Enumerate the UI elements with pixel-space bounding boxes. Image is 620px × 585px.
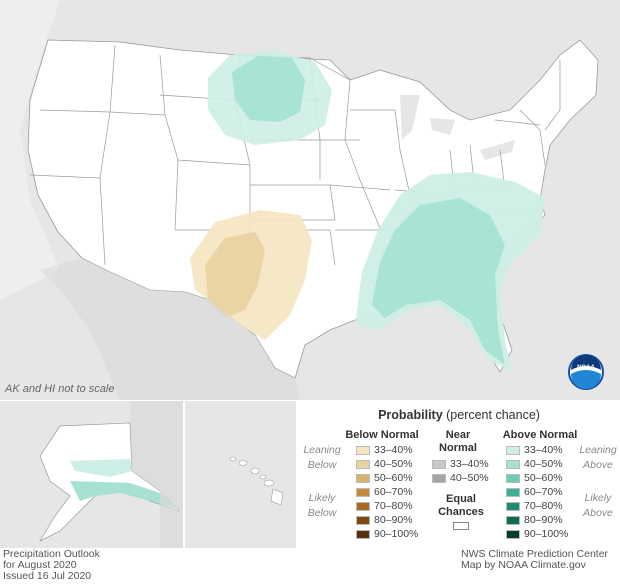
below-normal-header: Below Normal bbox=[345, 429, 419, 441]
below-normal-swatch bbox=[356, 446, 370, 455]
equal-chances-line2: Chances bbox=[438, 506, 484, 518]
above-normal-swatch bbox=[506, 446, 520, 455]
above-normal-label: 90–100% bbox=[524, 528, 569, 540]
below-normal-label: 60–70% bbox=[374, 486, 413, 498]
above-normal-label: 80–90% bbox=[524, 514, 563, 526]
hawaii-map-svg bbox=[229, 456, 284, 506]
noaa-logo-text: NOAA bbox=[577, 365, 595, 371]
leaning-below-line1: Leaning bbox=[303, 444, 341, 456]
below-normal-swatch bbox=[356, 474, 370, 483]
above-normal-header: Above Normal bbox=[502, 429, 578, 441]
footer-right: NWS Climate Prediction Center Map by NOA… bbox=[461, 549, 608, 571]
footer-left: Precipitation Outlook for August 2020 Is… bbox=[3, 549, 100, 582]
above-normal-swatch bbox=[506, 488, 520, 497]
below-normal-label: 50–60% bbox=[374, 472, 413, 484]
conus-map: NOAA bbox=[0, 0, 620, 400]
leaning-above-line1: Leaning bbox=[579, 444, 617, 456]
footer-credit-1: NWS Climate Prediction Center bbox=[461, 548, 609, 560]
below-normal-swatch bbox=[356, 530, 370, 539]
insets-row: Probability (percent chance) Below Norma… bbox=[0, 401, 620, 548]
below-normal-label: 90–100% bbox=[374, 528, 419, 540]
leaning-below-label: Leaning Below bbox=[302, 443, 342, 473]
legend-title-rest: (percent chance) bbox=[442, 408, 540, 422]
legend: Probability (percent chance) Below Norma… bbox=[298, 401, 620, 548]
above-normal-north-inner bbox=[232, 56, 305, 122]
below-normal-area-inner bbox=[205, 232, 265, 318]
footer-credit-2: Map by NOAA Climate.gov bbox=[461, 559, 586, 571]
below-normal-label: 70–80% bbox=[374, 500, 413, 512]
footer-title: Precipitation Outlook bbox=[3, 548, 100, 560]
leaning-below-line2: Below bbox=[307, 459, 337, 471]
below-normal-label: 80–90% bbox=[374, 514, 413, 526]
near-normal-label: 40–50% bbox=[450, 472, 489, 484]
above-normal-swatch bbox=[506, 460, 520, 469]
likely-above-line1: Likely bbox=[584, 492, 612, 504]
leaning-above-label: Leaning Above bbox=[576, 443, 620, 473]
near-normal-label: 33–40% bbox=[450, 458, 489, 470]
above-normal-southeast-inner bbox=[372, 198, 505, 365]
footer-period: for August 2020 bbox=[3, 559, 77, 571]
equal-chances-line1: Equal bbox=[446, 493, 476, 505]
legend-title-bold: Probability bbox=[378, 408, 443, 422]
legend-title: Probability (percent chance) bbox=[298, 408, 620, 422]
inset-scale-note: AK and HI not to scale bbox=[5, 383, 115, 395]
below-normal-label: 33–40% bbox=[374, 444, 413, 456]
alaska-map-svg bbox=[39, 401, 183, 548]
above-normal-label: 50–60% bbox=[524, 472, 563, 484]
above-normal-label: 60–70% bbox=[524, 486, 563, 498]
above-normal-label: 33–40% bbox=[524, 444, 563, 456]
below-normal-swatch bbox=[356, 502, 370, 511]
below-normal-label: 40–50% bbox=[374, 458, 413, 470]
likely-below-label: Likely Below bbox=[302, 491, 342, 521]
below-normal-swatch bbox=[356, 488, 370, 497]
above-normal-label: 70–80% bbox=[524, 500, 563, 512]
noaa-logo bbox=[568, 354, 604, 390]
alaska-inset bbox=[0, 401, 183, 548]
above-normal-swatch bbox=[506, 516, 520, 525]
conus-map-svg: NOAA bbox=[27, 39, 604, 390]
near-normal-header-1: Near bbox=[445, 429, 471, 441]
near-normal-swatch bbox=[432, 460, 446, 469]
equal-chances-swatch bbox=[453, 522, 469, 530]
near-normal-header-2: Normal bbox=[439, 442, 477, 454]
leaning-above-line2: Above bbox=[583, 459, 613, 471]
footer-issued: Issued 16 Jul 2020 bbox=[3, 570, 92, 582]
above-normal-swatch bbox=[506, 474, 520, 483]
hawaii-inset bbox=[185, 401, 296, 548]
likely-above-label: Likely Above bbox=[576, 491, 620, 521]
likely-below-line2: Below bbox=[307, 507, 337, 519]
likely-above-line2: Above bbox=[583, 507, 613, 519]
above-normal-swatch bbox=[506, 530, 520, 539]
below-normal-swatch bbox=[356, 516, 370, 525]
below-normal-swatch bbox=[356, 460, 370, 469]
above-normal-swatch bbox=[506, 502, 520, 511]
likely-below-line1: Likely bbox=[308, 492, 336, 504]
above-normal-label: 40–50% bbox=[524, 458, 563, 470]
near-normal-swatch bbox=[432, 474, 446, 483]
